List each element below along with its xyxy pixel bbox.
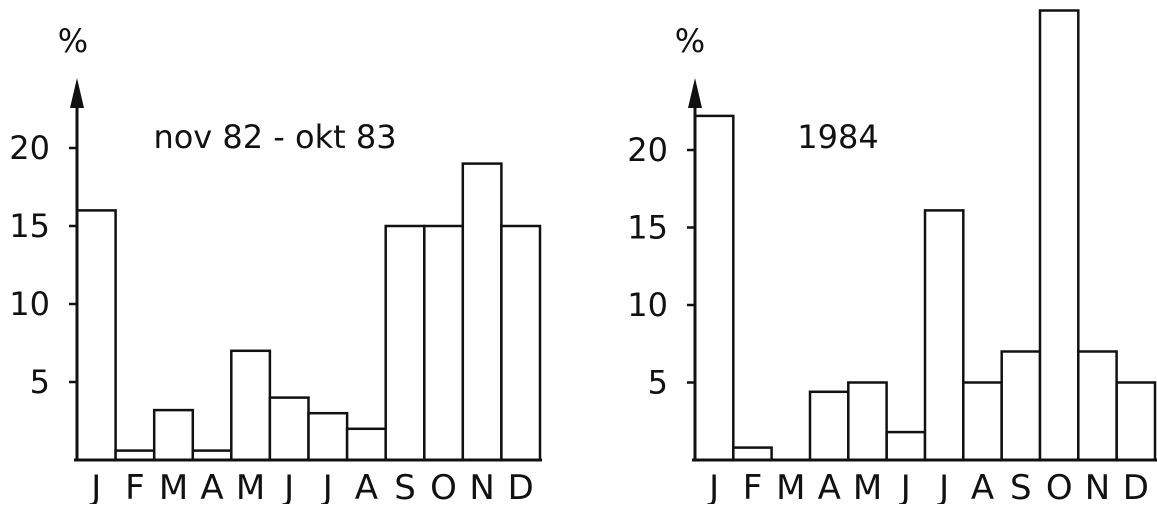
bar-j-1 (693, 114, 735, 462)
x-category-label: M (159, 468, 188, 504)
x-category-label: J (899, 468, 911, 504)
bar-j-6 (885, 430, 927, 462)
bar-d-12 (1115, 381, 1157, 462)
bar-j-7 (923, 209, 965, 462)
x-category-label: S (394, 468, 416, 504)
chart-title: nov 82 - okt 83 (153, 118, 396, 156)
x-category-label: F (125, 468, 145, 504)
chart-title: 1984 (797, 118, 878, 156)
x-category-label: M (853, 468, 882, 504)
x-category-label: M (776, 468, 805, 504)
x-category-label: A (818, 468, 841, 504)
x-category-label: A (971, 468, 994, 504)
y-tick-label: 20 (9, 129, 50, 167)
bar-m-5 (230, 349, 272, 462)
x-category-label: N (469, 468, 494, 504)
y-axis-arrow-icon (70, 78, 84, 108)
bar-a-4 (808, 390, 850, 462)
y-tick-label: 15 (627, 209, 668, 247)
bar-a-8 (962, 381, 1003, 462)
bar-m-3 (152, 408, 195, 462)
y-axis-arrow-icon (688, 78, 702, 108)
bar-n-11 (461, 162, 503, 462)
y-axis-unit-label: % (58, 22, 88, 60)
x-category-label: J (321, 468, 333, 504)
bar-d-12 (500, 224, 542, 462)
y-axis-unit-label: % (675, 22, 705, 60)
x-category-label: D (1123, 468, 1149, 504)
bar-o-10 (423, 224, 465, 462)
bar-f-2 (732, 446, 773, 462)
x-category-label: J (707, 468, 719, 504)
y-tick-label: 20 (627, 131, 668, 169)
x-category-label: A (200, 468, 223, 504)
bar-j-1 (75, 209, 117, 462)
x-category-label: M (236, 468, 265, 504)
x-category-label: S (1010, 468, 1032, 504)
x-category-label: D (508, 468, 534, 504)
x-category-label: F (743, 468, 763, 504)
bar-j-7 (307, 411, 349, 462)
bar-a-8 (345, 427, 387, 462)
bar-s-9 (1000, 350, 1042, 462)
y-tick-label: 5 (648, 364, 668, 402)
bar-m-5 (847, 381, 888, 462)
y-tick-label: 10 (9, 285, 50, 323)
bar-n-11 (1077, 350, 1118, 462)
x-category-label: N (1085, 468, 1110, 504)
y-tick-label: 15 (9, 207, 50, 245)
bar-s-9 (384, 224, 426, 462)
x-category-label: O (430, 468, 457, 504)
x-category-label: A (355, 468, 378, 504)
y-tick-label: 5 (30, 363, 50, 401)
bar-j-6 (268, 396, 310, 462)
x-category-label: J (89, 468, 101, 504)
x-category-label: O (1046, 468, 1073, 504)
y-tick-label: 10 (627, 286, 668, 324)
x-category-label: J (282, 468, 294, 504)
x-category-label: J (937, 468, 949, 504)
bar-o-10 (1038, 9, 1080, 462)
